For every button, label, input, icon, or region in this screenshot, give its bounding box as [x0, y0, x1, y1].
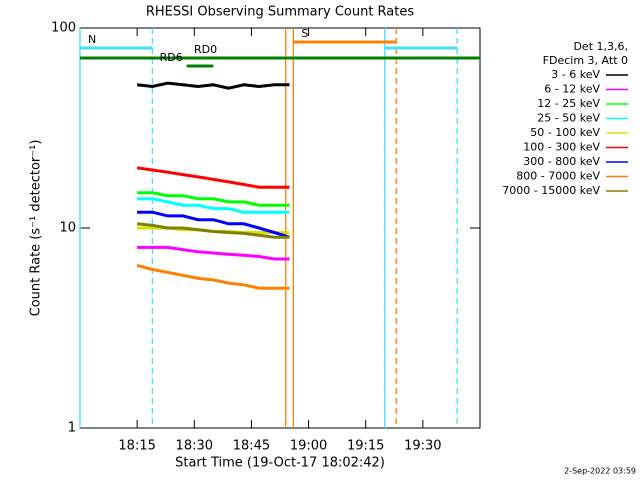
y-axis-label: Count Rate (s⁻¹ detector⁻¹) [29, 140, 44, 317]
interval-label: RD0 [194, 43, 217, 56]
legend-label: 300 - 800 keV [523, 155, 600, 168]
x-tick-label: 18:30 [176, 439, 213, 454]
interval-label: N [88, 33, 96, 46]
chart-title: RHESSI Observing Summary Count Rates [146, 5, 415, 20]
footer: 2-Sep-2022 03:59 [564, 467, 636, 476]
legend-label: 7000 - 15000 keV [502, 184, 600, 197]
x-tick-label: 18:15 [118, 439, 155, 454]
legend-label: 12 - 25 keV [537, 97, 600, 110]
series-line [137, 210, 290, 239]
series-line [136, 222, 290, 239]
x-tick-label: 18:45 [233, 439, 270, 454]
legend-label: 3 - 6 keV [551, 68, 600, 81]
y-tick-label: 1 [68, 421, 76, 436]
x-axis-label: Start Time (19-Oct-17 18:02:42) [175, 456, 385, 471]
x-tick-label: 19:00 [290, 439, 327, 454]
legend-label: 6 - 12 keV [544, 83, 600, 96]
interval-label: RD6 [160, 51, 183, 64]
series-line [137, 191, 290, 207]
x-tick-label: 19:30 [404, 439, 441, 454]
legend-label: 25 - 50 keV [537, 112, 600, 125]
legend-label: 100 - 300 keV [523, 141, 600, 154]
series-line [137, 245, 290, 261]
interval-label: S [301, 27, 308, 40]
series-line [136, 166, 290, 189]
series-line [137, 197, 290, 214]
y-tick-label: 100 [51, 21, 76, 36]
y-tick-label: 10 [59, 221, 76, 236]
legend-header: Det 1,3,6, [573, 40, 628, 53]
series-line [136, 263, 290, 290]
legend-label: 800 - 7000 keV [516, 170, 600, 183]
legend-header: FDecim 3, Att 0 [543, 54, 628, 67]
series-line [136, 81, 290, 90]
legend-label: 50 - 100 keV [530, 126, 600, 139]
x-tick-label: 19:15 [347, 439, 384, 454]
